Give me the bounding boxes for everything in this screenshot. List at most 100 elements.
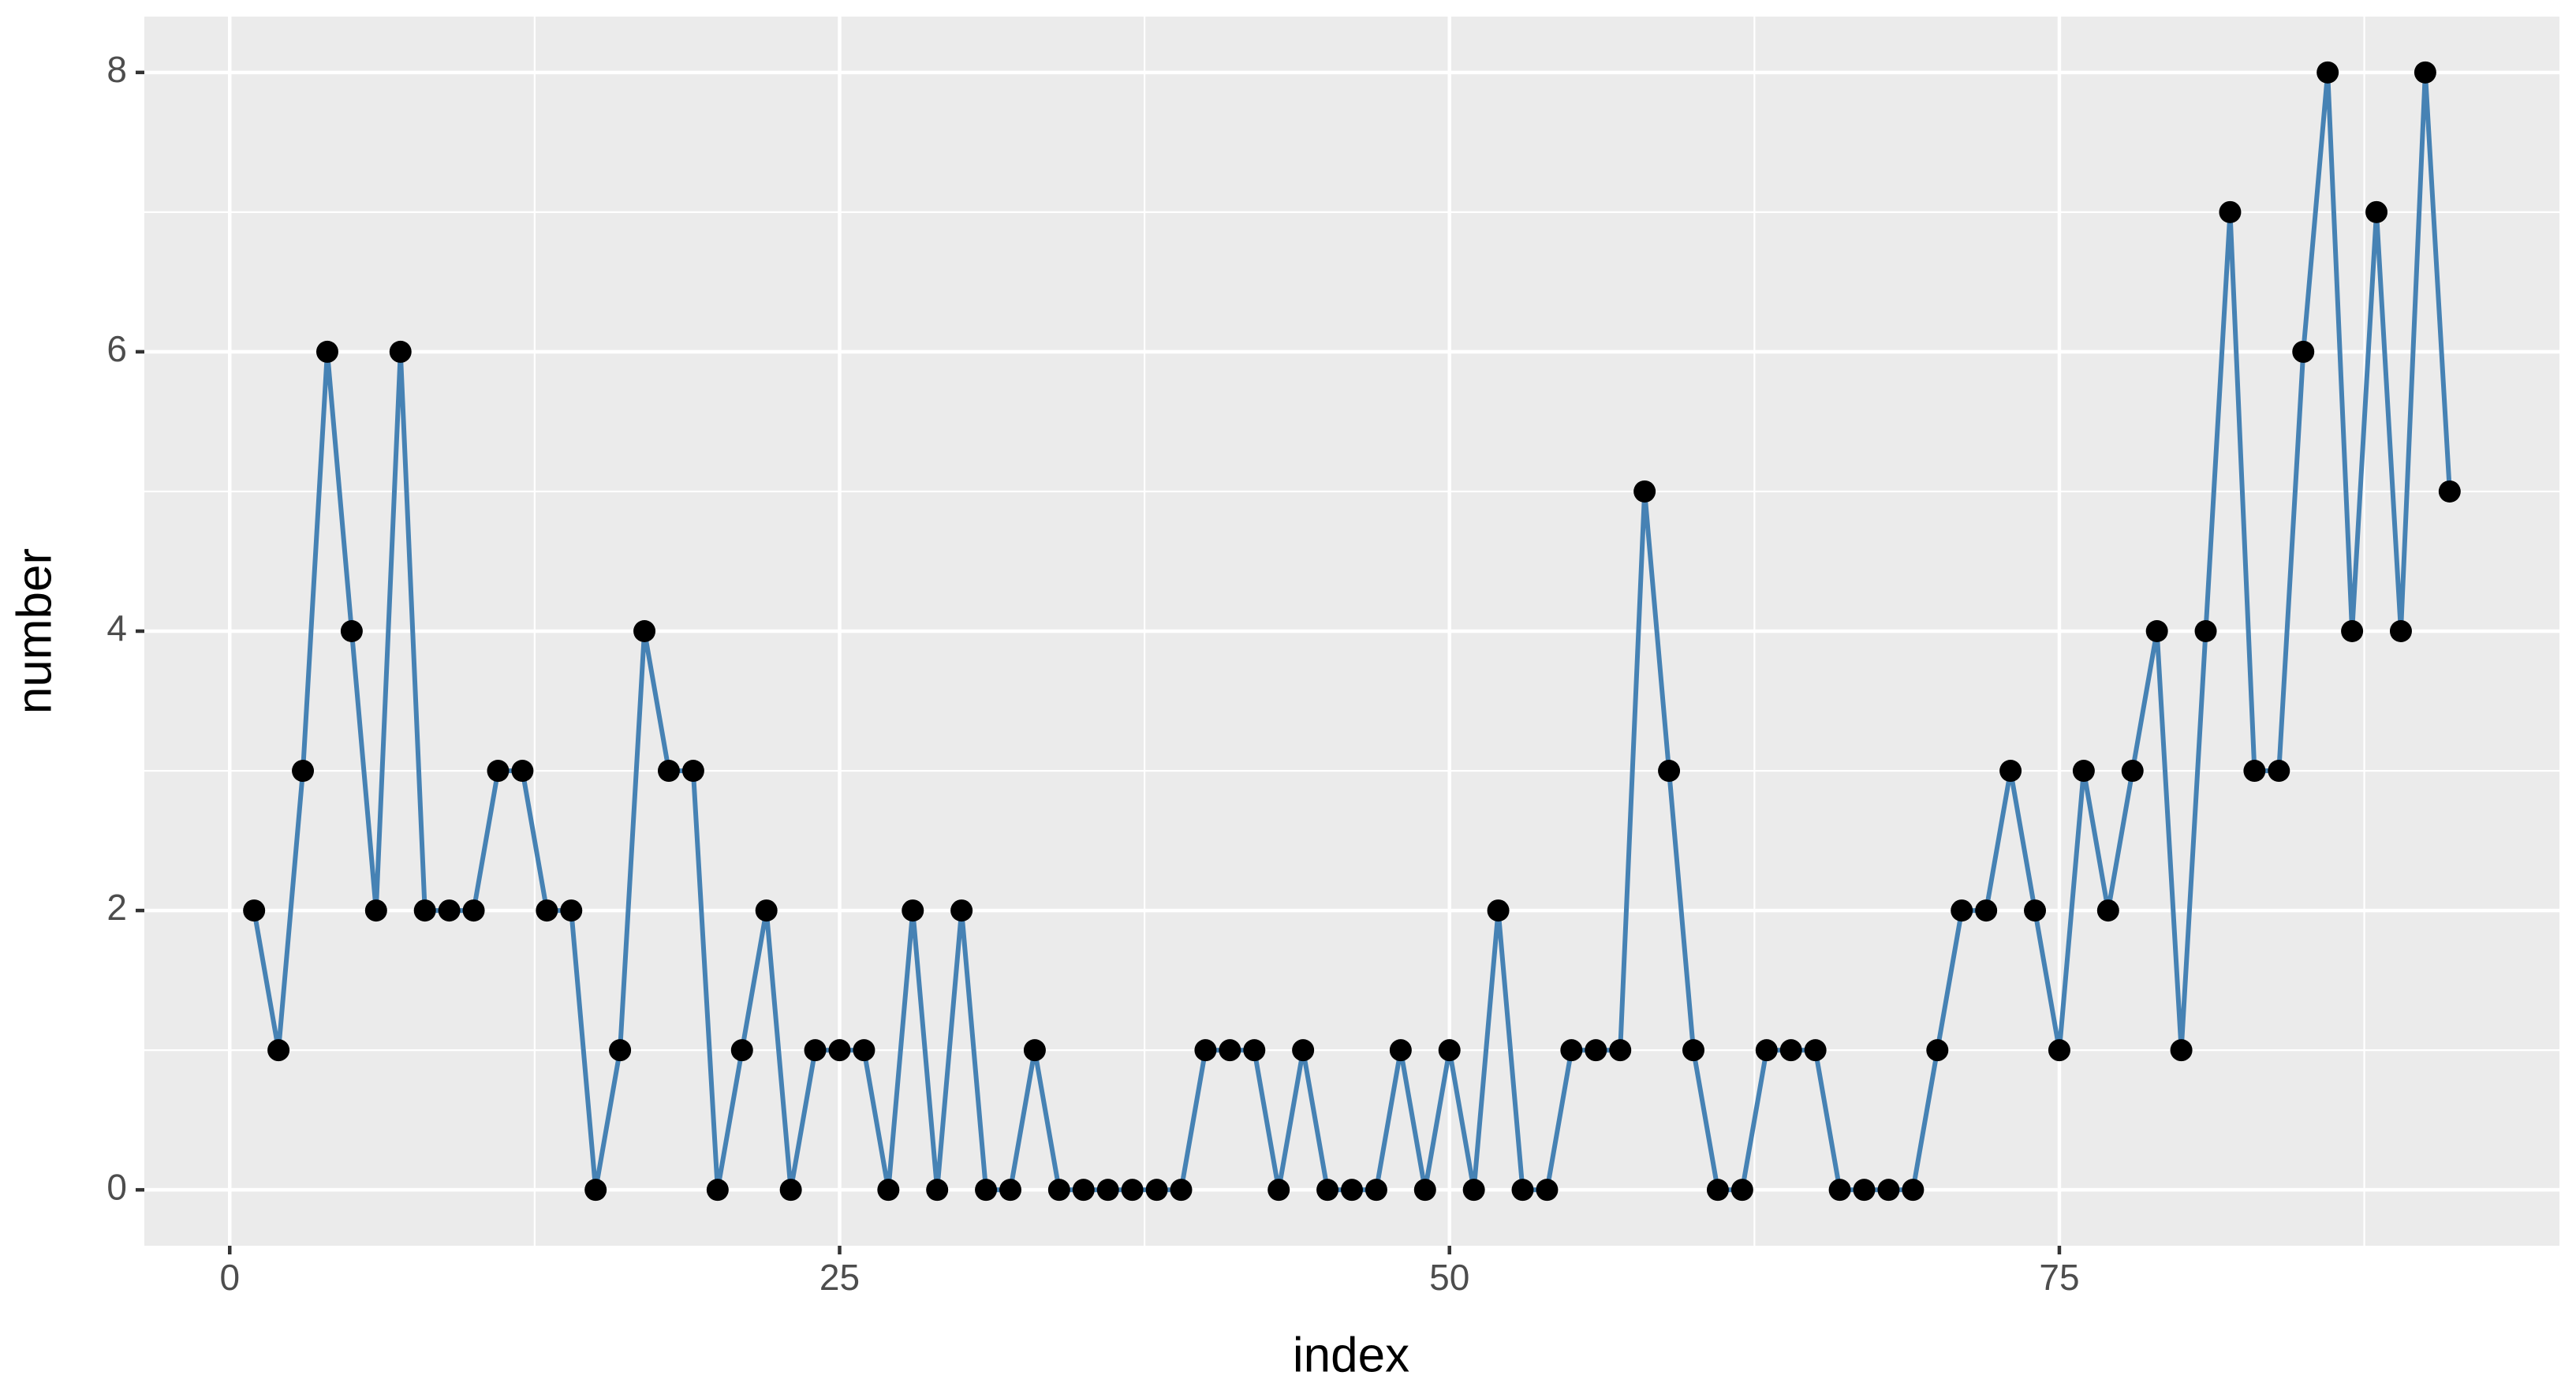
point [2219, 200, 2242, 223]
point [609, 1039, 632, 1062]
point [804, 1039, 827, 1062]
point [1145, 1179, 1168, 1202]
point [511, 760, 534, 783]
y-tick-label: 6 [106, 328, 127, 369]
point [2317, 61, 2339, 84]
y-tick-label: 0 [106, 1166, 127, 1207]
point [364, 899, 387, 922]
point [1755, 1039, 1778, 1062]
y-axis-title: number [7, 548, 62, 714]
point [2096, 899, 2119, 922]
point [1365, 1179, 1387, 1202]
point [1585, 1039, 1607, 1062]
point [1487, 899, 1510, 922]
x-tick-label: 75 [2039, 1257, 2079, 1298]
point [926, 1179, 949, 1202]
point [462, 899, 485, 922]
point [560, 899, 583, 922]
point [2414, 61, 2436, 84]
point [1536, 1179, 1559, 1202]
point [1511, 1179, 1534, 1202]
point [340, 620, 363, 642]
point [779, 1179, 802, 1202]
point [828, 1039, 851, 1062]
point [657, 760, 680, 783]
point [2389, 620, 2412, 642]
point [1072, 1179, 1095, 1202]
point [2024, 899, 2047, 922]
point [1828, 1179, 1851, 1202]
point [584, 1179, 607, 1202]
point [633, 620, 656, 642]
point [2243, 760, 2266, 783]
point [1121, 1179, 1144, 1202]
point [1194, 1039, 1217, 1062]
point [1877, 1179, 1900, 1202]
point [413, 899, 436, 922]
point [1902, 1179, 1925, 1202]
point [243, 899, 266, 922]
point [975, 1179, 998, 1202]
point [1219, 1039, 1241, 1062]
point [1438, 1039, 1461, 1062]
point [2292, 340, 2315, 363]
point [1779, 1039, 1802, 1062]
y-tick-label: 4 [106, 607, 127, 649]
point [1243, 1039, 1266, 1062]
point [1999, 760, 2022, 783]
point [1170, 1179, 1193, 1202]
point [1682, 1039, 1705, 1062]
x-axis-title: index [1293, 1328, 1409, 1382]
point [1462, 1179, 1485, 1202]
point [1804, 1039, 1827, 1062]
point [487, 760, 510, 783]
point [1316, 1179, 1339, 1202]
point [2268, 760, 2290, 783]
point [2072, 760, 2095, 783]
point [2121, 760, 2144, 783]
x-tick-label: 0 [219, 1257, 240, 1298]
point [2170, 1039, 2193, 1062]
point [706, 1179, 729, 1202]
point [389, 340, 412, 363]
point [950, 899, 973, 922]
point [2438, 480, 2461, 503]
point [2365, 200, 2388, 223]
y-tick-label: 8 [106, 49, 127, 90]
point [1951, 899, 1973, 922]
point [1413, 1179, 1436, 1202]
x-tick-label: 25 [819, 1257, 860, 1298]
point [902, 899, 924, 922]
point [1853, 1179, 1876, 1202]
point [1267, 1179, 1290, 1202]
point [1096, 1179, 1119, 1202]
point [999, 1179, 1021, 1202]
point [2341, 620, 2364, 642]
x-tick-label: 50 [1429, 1257, 1469, 1298]
point [1926, 1039, 1949, 1062]
point [1658, 760, 1681, 783]
point [438, 899, 461, 922]
point [730, 1039, 753, 1062]
point [1047, 1179, 1070, 1202]
point [267, 1039, 290, 1062]
point [2145, 620, 2168, 642]
point [315, 340, 338, 363]
point [1975, 899, 1998, 922]
point [681, 760, 704, 783]
y-tick-label: 2 [106, 887, 127, 928]
point [877, 1179, 900, 1202]
point [1341, 1179, 1363, 1202]
point [755, 899, 778, 922]
point [1560, 1039, 1583, 1062]
point [1609, 1039, 1632, 1062]
point [1292, 1039, 1315, 1062]
point [2194, 620, 2217, 642]
point [1706, 1179, 1729, 1202]
point [1730, 1179, 1753, 1202]
point [1023, 1039, 1046, 1062]
point [853, 1039, 875, 1062]
point [536, 899, 558, 922]
point [1389, 1039, 1412, 1062]
